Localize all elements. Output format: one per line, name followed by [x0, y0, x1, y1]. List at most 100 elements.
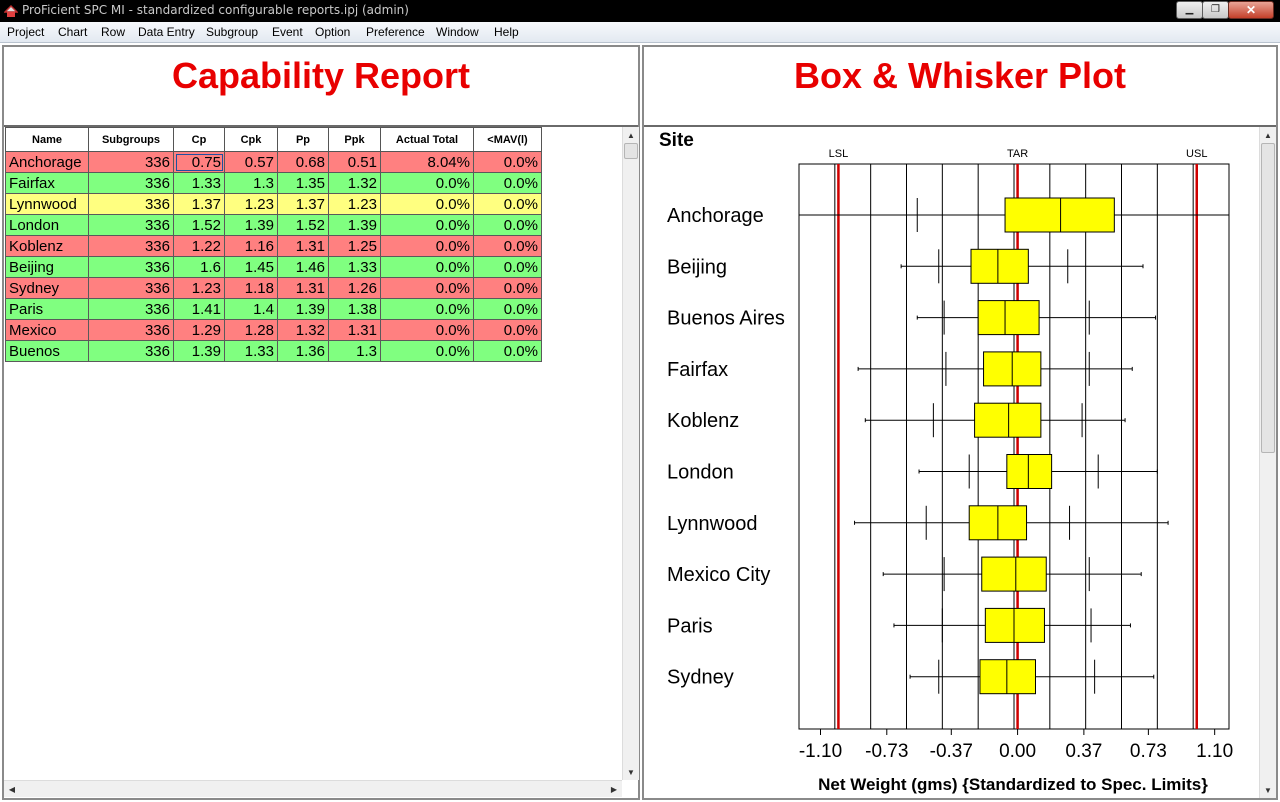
- table-cell[interactable]: Beijing: [5, 256, 89, 278]
- table-cell[interactable]: 1.39: [173, 340, 225, 362]
- close-button[interactable]: ✕: [1228, 1, 1274, 19]
- table-cell[interactable]: 0.75: [173, 151, 225, 173]
- table-cell[interactable]: 336: [88, 319, 174, 341]
- table-cell[interactable]: 0.0%: [473, 172, 542, 194]
- scroll-thumb[interactable]: [624, 143, 638, 159]
- table-cell[interactable]: 0.0%: [473, 277, 542, 299]
- table-cell[interactable]: 1.45: [224, 256, 278, 278]
- table-cell[interactable]: 1.39: [328, 214, 381, 236]
- table-cell[interactable]: 1.52: [277, 214, 329, 236]
- scroll-down-icon[interactable]: ▼: [1264, 785, 1272, 795]
- table-cell[interactable]: Buenos: [5, 340, 89, 362]
- table-cell[interactable]: Koblenz: [5, 235, 89, 257]
- table-cell[interactable]: 1.3: [224, 172, 278, 194]
- table-row[interactable]: Fairfax 336 1.33 1.3 1.35 1.32 0.0% 0.0%: [5, 172, 542, 194]
- table-cell[interactable]: 1.25: [328, 235, 381, 257]
- table-cell[interactable]: 336: [88, 340, 174, 362]
- table-cell[interactable]: 1.18: [224, 277, 278, 299]
- column-header-ppk[interactable]: Ppk: [328, 127, 381, 152]
- table-cell[interactable]: 8.04%: [380, 151, 474, 173]
- table-cell[interactable]: 1.26: [328, 277, 381, 299]
- table-cell[interactable]: Lynnwood: [5, 193, 89, 215]
- table-cell[interactable]: 0.0%: [380, 277, 474, 299]
- table-cell[interactable]: 1.6: [173, 256, 225, 278]
- column-header-mav[interactable]: <MAV(l): [473, 127, 542, 152]
- table-cell[interactable]: 336: [88, 235, 174, 257]
- scroll-thumb[interactable]: [1261, 143, 1275, 453]
- menu-window[interactable]: Window: [436, 25, 479, 39]
- table-cell[interactable]: 0.0%: [473, 193, 542, 215]
- table-cell[interactable]: 0.57: [224, 151, 278, 173]
- table-cell[interactable]: 1.31: [277, 277, 329, 299]
- table-row[interactable]: Anchorage 336 0.75 0.57 0.68 0.51 8.04% 0.0%: [5, 151, 542, 173]
- table-cell[interactable]: 1.23: [173, 277, 225, 299]
- table-cell[interactable]: 1.38: [328, 298, 381, 320]
- table-cell[interactable]: 1.39: [277, 298, 329, 320]
- table-cell[interactable]: 1.23: [328, 193, 381, 215]
- table-cell[interactable]: 1.35: [277, 172, 329, 194]
- menu-chart[interactable]: Chart: [58, 25, 88, 39]
- table-cell[interactable]: 1.32: [277, 319, 329, 341]
- table-horizontal-scrollbar[interactable]: ◀ ▶: [4, 780, 622, 797]
- column-header-name[interactable]: Name: [5, 127, 89, 152]
- scroll-up-icon[interactable]: ▲: [627, 130, 635, 140]
- table-cell[interactable]: London: [5, 214, 89, 236]
- table-cell[interactable]: 0.0%: [473, 214, 542, 236]
- table-cell[interactable]: 336: [88, 172, 174, 194]
- scroll-up-icon[interactable]: ▲: [1264, 130, 1272, 140]
- table-cell[interactable]: 1.33: [224, 340, 278, 362]
- table-cell[interactable]: 336: [88, 214, 174, 236]
- table-cell[interactable]: 0.0%: [380, 319, 474, 341]
- table-row[interactable]: Buenos 336 1.39 1.33 1.36 1.3 0.0% 0.0%: [5, 340, 542, 362]
- table-cell[interactable]: 336: [88, 151, 174, 173]
- maximize-button[interactable]: ❐: [1202, 1, 1229, 19]
- column-header-cp[interactable]: Cp: [173, 127, 225, 152]
- table-cell[interactable]: 1.29: [173, 319, 225, 341]
- menu-event[interactable]: Event: [272, 25, 303, 39]
- table-cell[interactable]: 1.39: [224, 214, 278, 236]
- table-vertical-scrollbar[interactable]: ▲ ▼: [622, 127, 639, 780]
- table-cell[interactable]: 0.0%: [380, 214, 474, 236]
- table-cell[interactable]: 1.22: [173, 235, 225, 257]
- table-cell[interactable]: 0.0%: [473, 298, 542, 320]
- table-cell[interactable]: 1.37: [277, 193, 329, 215]
- table-cell[interactable]: 336: [88, 298, 174, 320]
- menu-option[interactable]: Option: [315, 25, 351, 39]
- table-cell[interactable]: 0.0%: [473, 151, 542, 173]
- table-cell[interactable]: 0.0%: [380, 172, 474, 194]
- table-cell[interactable]: 1.31: [328, 319, 381, 341]
- table-cell[interactable]: 1.3: [328, 340, 381, 362]
- scroll-right-icon[interactable]: ▶: [610, 784, 618, 794]
- table-cell[interactable]: 0.0%: [380, 298, 474, 320]
- table-cell[interactable]: 0.0%: [380, 193, 474, 215]
- table-cell[interactable]: 336: [88, 277, 174, 299]
- table-cell[interactable]: 1.23: [224, 193, 278, 215]
- table-cell[interactable]: Mexico: [5, 319, 89, 341]
- table-cell[interactable]: 0.0%: [473, 235, 542, 257]
- table-cell[interactable]: 0.0%: [473, 256, 542, 278]
- table-row[interactable]: Beijing 336 1.6 1.45 1.46 1.33 0.0% 0.0%: [5, 256, 542, 278]
- table-cell[interactable]: Sydney: [5, 277, 89, 299]
- menu-subgroup[interactable]: Subgroup: [206, 25, 259, 39]
- table-row[interactable]: Sydney 336 1.23 1.18 1.31 1.26 0.0% 0.0%: [5, 277, 542, 299]
- table-cell[interactable]: 1.33: [173, 172, 225, 194]
- table-cell[interactable]: 1.32: [328, 172, 381, 194]
- table-cell[interactable]: 1.37: [173, 193, 225, 215]
- table-cell[interactable]: 336: [88, 256, 174, 278]
- table-cell[interactable]: 0.0%: [380, 235, 474, 257]
- table-cell[interactable]: 0.68: [277, 151, 329, 173]
- table-cell[interactable]: 1.31: [277, 235, 329, 257]
- table-cell[interactable]: 1.33: [328, 256, 381, 278]
- table-cell[interactable]: 1.16: [224, 235, 278, 257]
- table-cell[interactable]: 0.0%: [473, 319, 542, 341]
- scroll-down-icon[interactable]: ▼: [627, 767, 635, 777]
- table-cell[interactable]: Paris: [5, 298, 89, 320]
- table-cell[interactable]: 0.0%: [380, 256, 474, 278]
- table-cell[interactable]: 0.0%: [473, 340, 542, 362]
- table-cell[interactable]: 0.51: [328, 151, 381, 173]
- menu-row[interactable]: Row: [101, 25, 126, 39]
- menu-project[interactable]: Project: [7, 25, 45, 39]
- table-cell[interactable]: 1.4: [224, 298, 278, 320]
- table-cell[interactable]: 0.0%: [380, 340, 474, 362]
- table-cell[interactable]: 1.52: [173, 214, 225, 236]
